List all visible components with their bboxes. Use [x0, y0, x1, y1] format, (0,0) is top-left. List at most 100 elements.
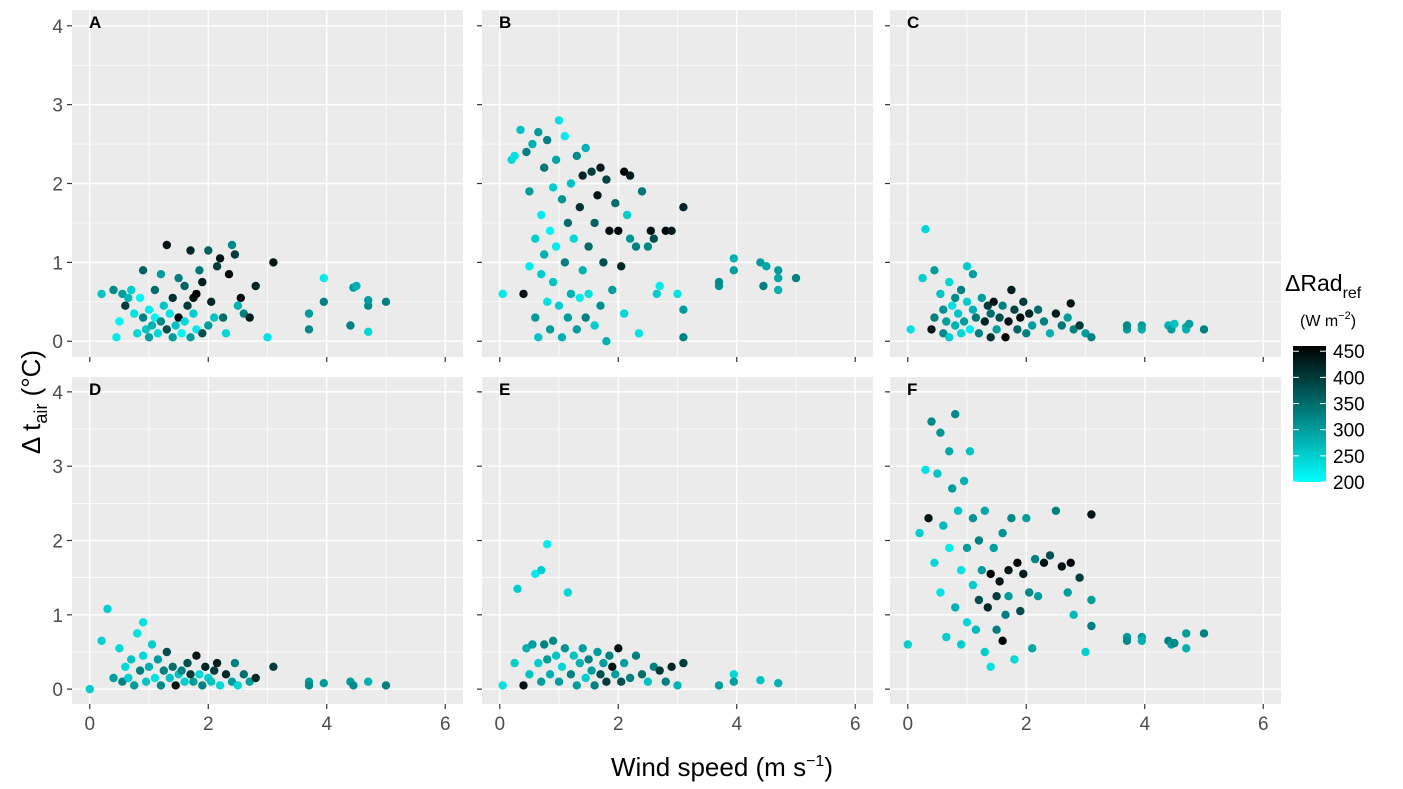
scatter-point	[1170, 638, 1179, 648]
scatter-point	[1051, 506, 1061, 515]
scatter-point	[575, 658, 584, 668]
scatter-point	[661, 226, 670, 235]
scatter-point	[977, 293, 986, 303]
legend-title-sub: ref	[1343, 285, 1362, 302]
scatter-point	[540, 640, 549, 649]
scatter-point	[245, 677, 254, 686]
scatter-point	[939, 521, 948, 530]
scatter-point	[617, 262, 626, 271]
scatter-point	[560, 132, 570, 141]
scatter-point	[575, 203, 584, 212]
scatter-point	[263, 333, 272, 342]
scatter-point	[304, 681, 314, 690]
scatter-point	[1004, 592, 1013, 601]
scatter-point	[759, 281, 768, 291]
panel-label: F	[907, 380, 917, 399]
scatter-point	[906, 325, 915, 334]
scatter-point	[204, 246, 213, 255]
scatter-point	[156, 317, 166, 326]
scatter-point	[1087, 333, 1096, 342]
scatter-point	[135, 293, 145, 303]
scatter-point	[661, 677, 670, 686]
scatter-point	[631, 242, 641, 251]
scatter-point	[971, 625, 981, 634]
scatter-point	[756, 676, 765, 685]
scatter-point	[133, 629, 142, 638]
scatter-point	[729, 266, 738, 275]
scatter-point	[251, 673, 260, 683]
scatter-point	[519, 681, 528, 690]
scatter-point	[510, 658, 519, 668]
scatter-point	[596, 163, 605, 172]
scatter-point	[1016, 606, 1025, 616]
scatter-point	[791, 273, 801, 283]
scatter-point	[953, 309, 963, 318]
scatter-point	[121, 301, 130, 310]
scatter-point	[1182, 644, 1191, 653]
scatter-point	[537, 677, 546, 686]
scatter-point	[930, 313, 939, 322]
scatter-point	[537, 566, 546, 575]
scatter-point	[986, 569, 995, 579]
x-tick-label: 4	[731, 714, 742, 735]
scatter-point	[578, 644, 587, 653]
scatter-point	[192, 289, 201, 299]
scatter-point	[652, 289, 661, 299]
scatter-point	[162, 325, 171, 334]
scatter-point	[1057, 321, 1067, 330]
scatter-point	[921, 465, 930, 475]
scatter-point	[144, 305, 154, 314]
scatter-point	[673, 289, 682, 299]
scatter-point	[968, 580, 978, 590]
scatter-point	[631, 651, 641, 660]
legend-tick-label: 450	[1333, 342, 1365, 363]
scatter-point	[528, 640, 537, 649]
scatter-point	[171, 681, 180, 690]
scatter-point	[548, 636, 558, 645]
scatter-point	[986, 662, 995, 671]
panel-label: A	[89, 13, 101, 32]
scatter-point	[1051, 309, 1061, 318]
scatter-point	[939, 305, 948, 314]
scatter-point	[1081, 647, 1090, 657]
scatter-point	[1066, 558, 1075, 567]
scatter-point	[572, 325, 581, 334]
scatter-point	[554, 116, 564, 125]
scatter-point	[646, 226, 655, 235]
scatter-point	[974, 595, 984, 605]
scatter-point	[207, 677, 216, 686]
scatter-point	[1007, 514, 1016, 523]
color-legend: ΔRadref (W m−2) 200 250 300 350 400 450	[1285, 270, 1365, 494]
y-tick-label: 2	[52, 532, 63, 553]
scatter-point	[1137, 321, 1147, 330]
scatter-point	[519, 289, 528, 299]
scatter-point	[233, 681, 243, 690]
y-tick-label: 4	[52, 383, 63, 404]
scatter-point	[319, 297, 328, 306]
scatter-point	[965, 325, 975, 334]
scatter-point	[956, 329, 966, 338]
scatter-point	[915, 528, 924, 538]
scatter-point	[221, 329, 231, 338]
scatter-point	[714, 681, 724, 690]
scatter-point	[522, 147, 531, 157]
scatter-point	[1075, 573, 1084, 582]
scatter-point	[381, 297, 391, 306]
scatter-point	[124, 293, 133, 303]
scatter-point	[578, 266, 587, 275]
scatter-point	[1004, 317, 1013, 326]
scatter-point	[1022, 514, 1031, 523]
scatter-point	[153, 329, 163, 338]
scatter-point	[655, 666, 664, 675]
scatter-point	[584, 655, 593, 664]
scatter-point	[548, 183, 558, 192]
scatter-point	[198, 681, 207, 690]
scatter-point	[540, 163, 549, 172]
scatter-point	[942, 632, 951, 642]
scatter-point	[551, 242, 561, 251]
scatter-point	[951, 603, 960, 612]
scatter-point	[679, 333, 688, 342]
legend-unit-end: )	[1351, 313, 1356, 330]
scatter-point	[534, 658, 543, 668]
scatter-point	[1025, 588, 1034, 597]
